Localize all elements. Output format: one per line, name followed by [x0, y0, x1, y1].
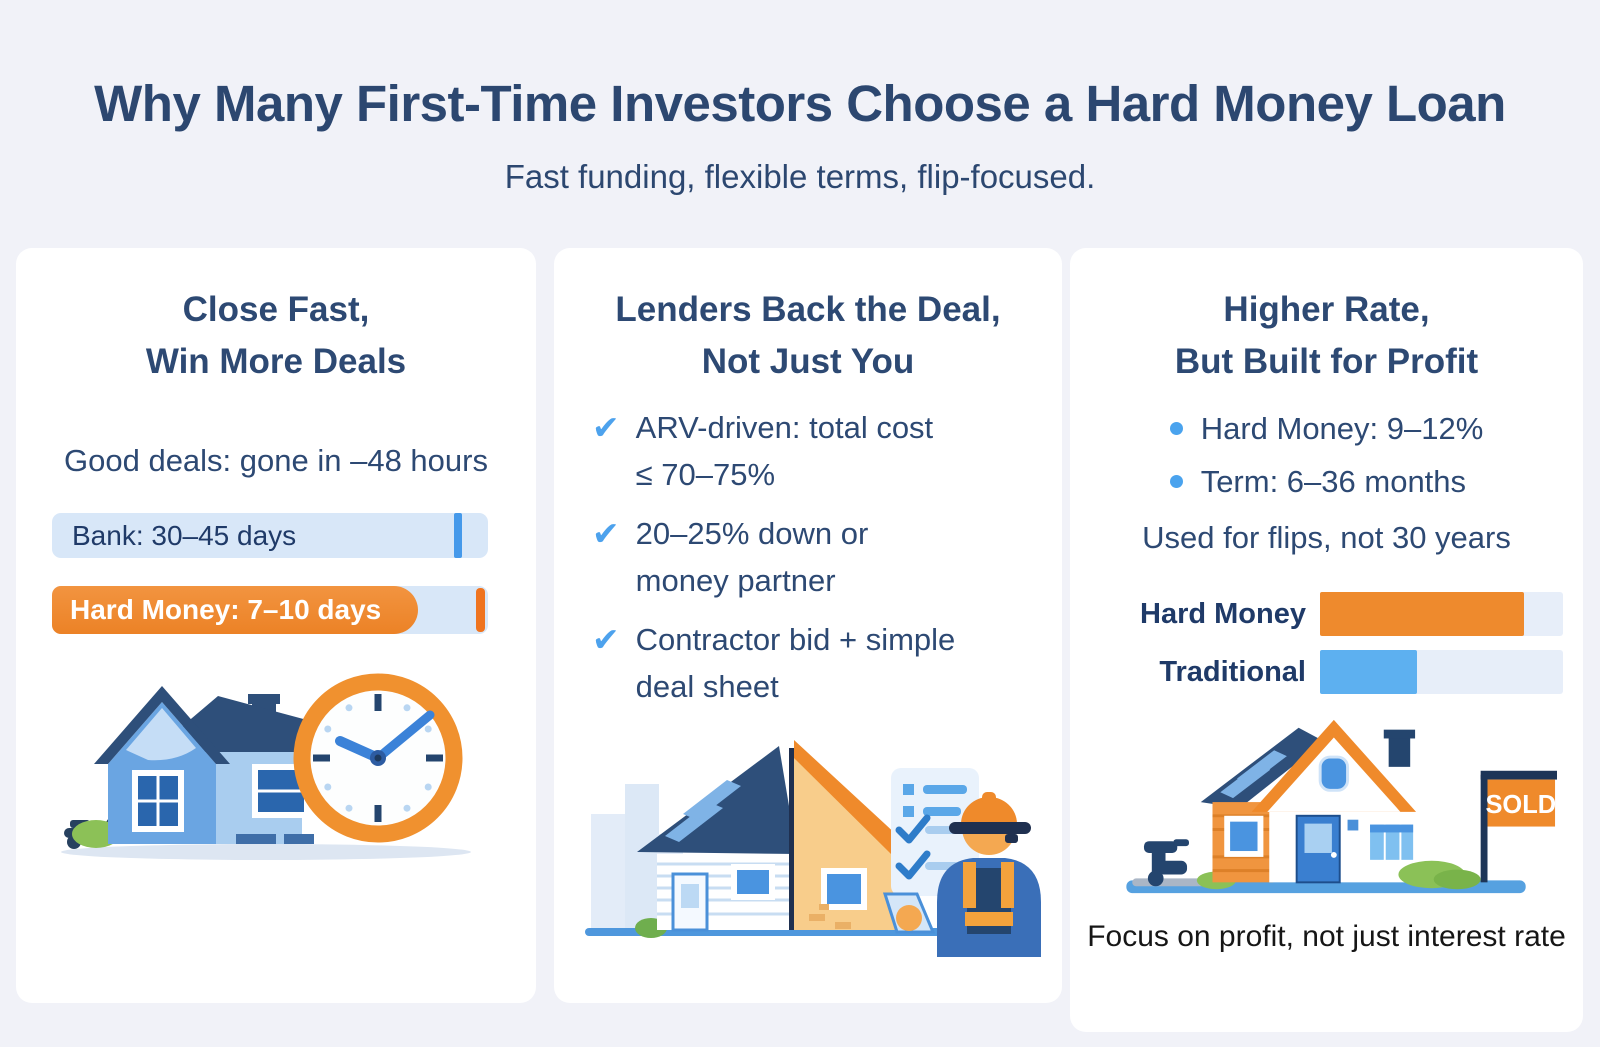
hard-money-bar-tick — [476, 588, 485, 632]
checklist-item-text: ARV-driven: total cost ≤ 70–75% — [635, 410, 934, 492]
card-title-line2: But Built for Profit — [1174, 342, 1479, 381]
contractor-hand — [896, 905, 922, 931]
check-icon: ✔ — [592, 514, 620, 553]
card-title-line2: Win More Deals — [145, 342, 407, 381]
rate-bar-fill — [1320, 592, 1525, 636]
card-title-line2: Not Just You — [701, 342, 915, 381]
house-divider — [789, 748, 794, 930]
unrenovated-half-house — [794, 740, 911, 930]
check-icon: ✔ — [592, 408, 620, 447]
card-title: Higher Rate, But Built for Profit — [1078, 284, 1575, 388]
hard-money-timeline-bar: Hard Money: 7–10 days — [52, 586, 488, 634]
blue-house — [94, 686, 322, 844]
contractor — [937, 792, 1041, 957]
card-title: Close Fast, Win More Deals — [24, 284, 528, 388]
bullet-item: Hard Money: 9–12% — [1169, 402, 1483, 455]
bank-bar-label: Bank: 30–45 days — [72, 520, 297, 551]
rate-bar-row: Hard Money — [1110, 592, 1563, 636]
rate-bar-fill — [1320, 650, 1418, 694]
card-title-line1: Higher Rate, — [1223, 290, 1430, 329]
rate-bar-row: Traditional — [1110, 650, 1563, 694]
rate-comparison-chart: Hard Money Traditional — [1110, 592, 1563, 694]
sold-sign-label: SOLD — [1485, 791, 1556, 819]
ground-shadow — [61, 844, 471, 860]
clock-minor-ticks — [324, 704, 432, 812]
scooter-icon — [1131, 839, 1205, 887]
checklist-item-text: Contractor bid + simple deal sheet — [635, 622, 956, 704]
split-house-illustration — [585, 740, 1041, 957]
sold-house-illustration: SOLD — [1125, 719, 1557, 894]
bullet-dot-icon — [1169, 475, 1183, 488]
sold-house — [1200, 719, 1481, 890]
renovated-half-house — [637, 746, 797, 932]
checklist-item: ✔ 20–25% down or money partner — [592, 510, 1062, 604]
checklist-item-text: 20–25% down or money partner — [635, 516, 869, 598]
bullet-list: Hard Money: 9–12% Term: 6–36 months — [1169, 402, 1484, 508]
caption-text: Focus on profit, not just interest rate — [1087, 920, 1566, 953]
rate-bar-label: Traditional — [1159, 655, 1306, 688]
lead-text: Good deals: gone in –48 hours — [64, 443, 488, 478]
page-subtitle: Fast funding, flexible terms, flip-focus… — [504, 158, 1096, 195]
checklist-item: ✔ Contractor bid + simple deal sheet — [592, 616, 1062, 710]
hard-money-bar-fill — [52, 586, 419, 634]
bank-timeline-bar: Bank: 30–45 days — [52, 513, 488, 558]
sold-sign: SOLD — [1480, 770, 1557, 883]
checklist: ✔ ARV-driven: total cost ≤ 70–75% ✔ 20–2… — [592, 404, 1062, 710]
note-text: Used for flips, not 30 years — [1142, 520, 1511, 555]
house-clock-illustration — [61, 673, 471, 860]
rate-bar-track — [1320, 592, 1563, 636]
bullet-item: Term: 6–36 months — [1169, 455, 1484, 508]
card-title-line1: Lenders Back the Deal, — [615, 290, 1001, 329]
rate-bar-track — [1320, 650, 1563, 694]
card-lenders-back-deal: Lenders Back the Deal, Not Just You ✔ AR… — [554, 248, 1062, 1003]
checklist-item: ✔ ARV-driven: total cost ≤ 70–75% — [592, 404, 1062, 498]
rate-bar-label: Hard Money — [1140, 597, 1306, 630]
clock-icon — [293, 673, 463, 843]
check-icon: ✔ — [592, 620, 620, 659]
page-title: Why Many First-Time Investors Choose a H… — [94, 75, 1506, 132]
card-close-fast: Close Fast, Win More Deals Good deals: g… — [16, 248, 536, 1003]
bullet-dot-icon — [1169, 422, 1183, 435]
hard-money-bar-label: Hard Money: 7–10 days — [70, 594, 382, 625]
card-higher-rate: Higher Rate, But Built for Profit Hard M… — [1070, 248, 1583, 1032]
card-title-line1: Close Fast, — [182, 290, 370, 329]
bank-bar-tick — [454, 513, 462, 558]
card-title: Lenders Back the Deal, Not Just You — [562, 284, 1054, 388]
